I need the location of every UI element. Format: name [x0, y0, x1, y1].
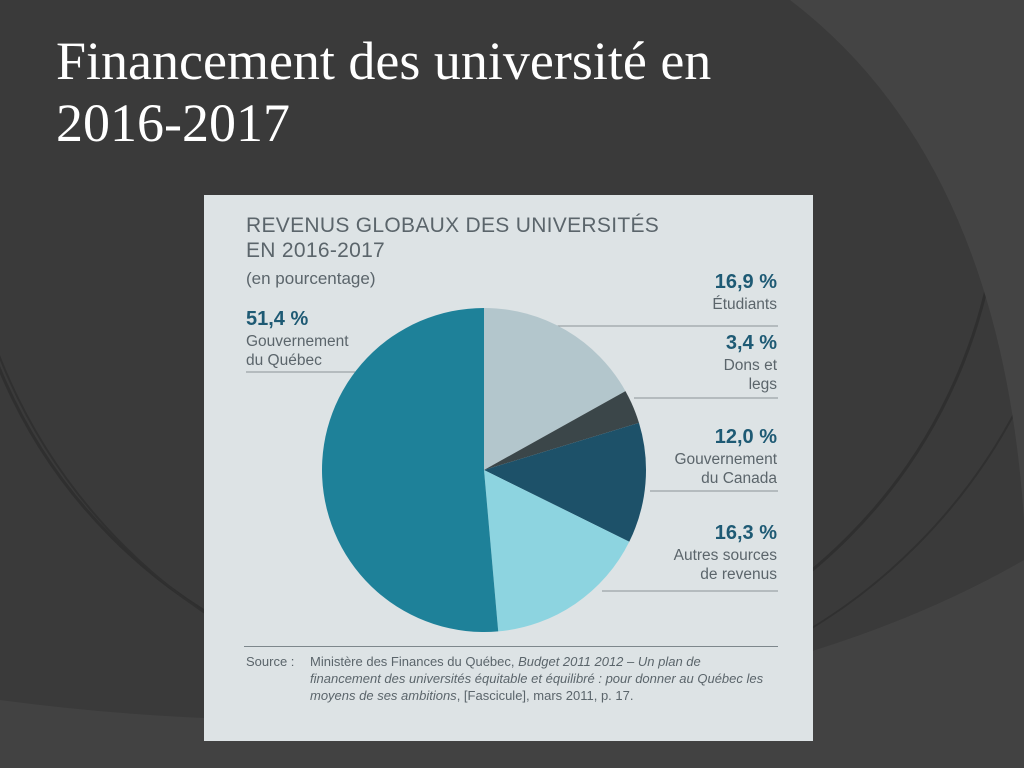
slice-label-dons: 3,4 % Dons et legs [724, 330, 777, 394]
slice-name-dons-2: legs [748, 376, 777, 393]
slice-name-autres-2: de revenus [700, 566, 777, 583]
slice-name-dons-1: Dons et [723, 357, 777, 374]
slide-title-line-2: 2016-2017 [56, 93, 290, 153]
slice-name-canada-2: du Canada [701, 470, 777, 487]
slide-title-line-1: Financement des université en [56, 31, 712, 91]
pie-slice-canada [484, 422, 646, 542]
source-text-italic: Budget 2011 2012 – Un plan de financemen… [310, 654, 764, 703]
source-text: Ministère des Finances du Québec, Budget… [310, 653, 770, 704]
pie-chart [246, 308, 778, 632]
chart-title: REVENUS GLOBAUX DES UNIVERSITÉS EN 2016-… [246, 213, 746, 263]
slice-value-canada: 12,0 % [714, 426, 777, 448]
slice-value-autres: 16,3 % [714, 522, 777, 544]
slice-name-canada-1: Gouvernement [674, 451, 777, 468]
slice-value-quebec: 51,4 % [246, 308, 309, 330]
slice-label-canada: 12,0 % Gouvernement du Canada [674, 424, 777, 488]
pie-slice-autres [484, 470, 630, 632]
pie-slice-dons [484, 391, 639, 470]
slice-value-etudiants: 16,9 % [714, 271, 777, 293]
pie-slice-quebec [322, 308, 499, 632]
pie-slice-etudiants [484, 308, 626, 470]
slice-name-quebec-1: Gouvernement [246, 333, 349, 350]
slice-label-etudiants: 16,9 % Étudiants [712, 269, 777, 314]
slice-label-quebec: 51,4 % Gouvernement du Québec [246, 306, 349, 370]
slice-value-dons: 3,4 % [725, 332, 777, 354]
chart-subtitle: (en pourcentage) [246, 269, 376, 288]
chart-figure: REVENUS GLOBAUX DES UNIVERSITÉS EN 2016-… [204, 195, 813, 741]
source-label: Source : [246, 654, 295, 669]
chart-title-line-2: EN 2016-2017 [246, 239, 386, 262]
source-text-plain-1: Ministère des Finances du Québec, [310, 654, 519, 669]
chart-title-line-1: REVENUS GLOBAUX DES UNIVERSITÉS [246, 214, 660, 237]
slice-name-etudiants: Étudiants [712, 296, 777, 313]
slice-name-autres-1: Autres sources [673, 547, 777, 564]
slice-label-autres: 16,3 % Autres sources de revenus [674, 520, 777, 584]
source-text-plain-2: , [Fascicule], mars 2011, p. 17. [456, 688, 634, 703]
pie-slices [322, 308, 646, 632]
leader-lines [246, 325, 778, 592]
slide-title: Financement des université en 2016-2017 [56, 30, 956, 154]
slice-name-quebec-2: du Québec [246, 352, 322, 369]
source-divider [244, 646, 778, 647]
